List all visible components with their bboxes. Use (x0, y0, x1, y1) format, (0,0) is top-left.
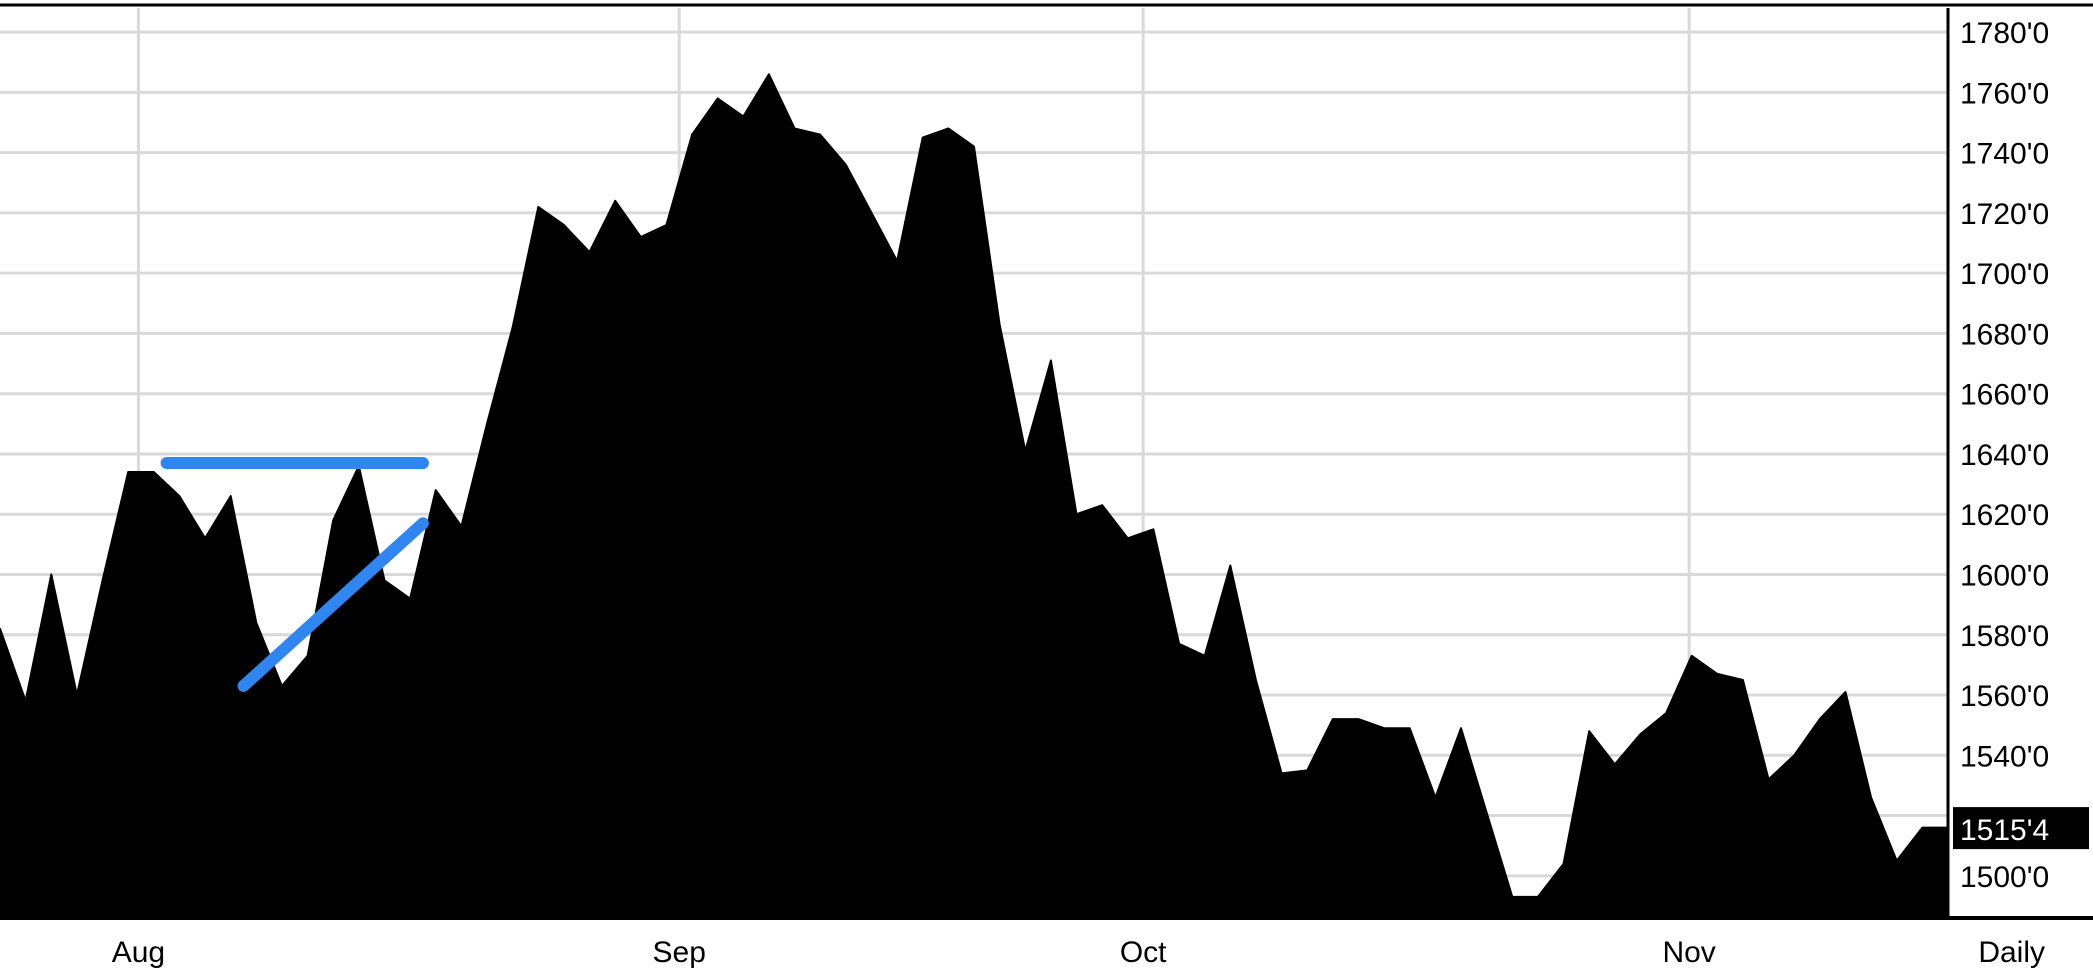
support-trendline[interactable] (237, 517, 429, 692)
y-tick-label: 1580'0 (1960, 620, 2049, 653)
y-tick-label: 1600'0 (1960, 559, 2049, 592)
y-tick-label: 1760'0 (1960, 77, 2049, 110)
last-value-label: 1515'4 (1960, 814, 2049, 847)
y-tick-label: 1700'0 (1960, 258, 2049, 291)
y-tick-label: 1500'0 (1960, 861, 2049, 894)
period-label: Daily (1978, 936, 2045, 969)
y-tick-label: 1540'0 (1960, 740, 2049, 773)
last-value-badge (1953, 807, 2089, 850)
y-tick-label: 1780'0 (1960, 17, 2049, 50)
x-month-label: Aug (112, 936, 165, 969)
x-month-label: Oct (1120, 936, 1167, 969)
x-month-label: Sep (653, 936, 706, 969)
y-tick-label: 1660'0 (1960, 379, 2049, 412)
x-axis-month-labels: Aug Sep Oct Nov (112, 936, 1716, 969)
axes (0, 3, 2093, 920)
y-tick-label: 1720'0 (1960, 198, 2049, 231)
x-month-label: Nov (1662, 936, 1715, 969)
trendlines (160, 457, 429, 692)
y-tick-label: 1640'0 (1960, 439, 2049, 472)
price-area (0, 73, 1949, 919)
price-area-series (0, 73, 1949, 919)
y-axis-tick-labels: 1780'0 1760'0 1740'0 1720'0 1700'0 1680'0 1660… (1960, 17, 2049, 894)
y-tick-label: 1560'0 (1960, 680, 2049, 713)
last-value-marker: 1515'4 (1953, 807, 2089, 850)
y-tick-label: 1740'0 (1960, 138, 2049, 171)
y-tick-label: 1680'0 (1960, 318, 2049, 351)
y-tick-label: 1620'0 (1960, 499, 2049, 532)
